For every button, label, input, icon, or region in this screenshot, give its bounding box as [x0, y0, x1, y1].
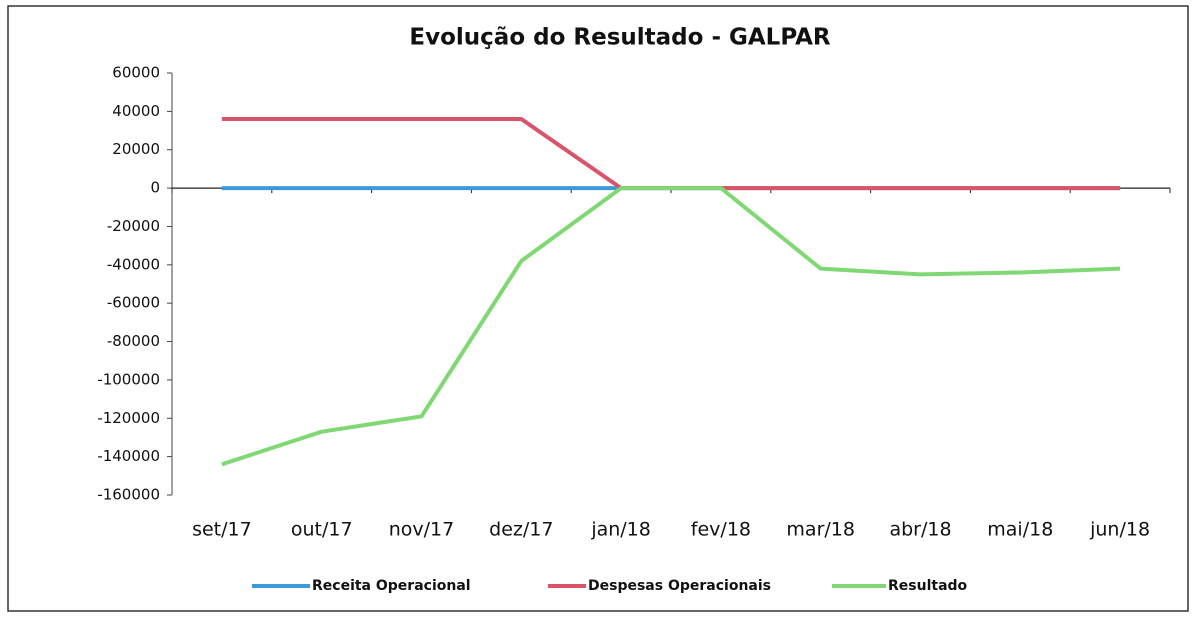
series-line [221, 186, 1121, 467]
x-tick-label: out/17 [291, 519, 353, 541]
y-tick-label: -40000 [107, 255, 160, 273]
x-tick-label: mar/18 [786, 519, 855, 541]
y-tick-label: 60000 [112, 64, 160, 82]
legend-label: Resultado [888, 578, 968, 594]
y-tick-label: -20000 [107, 217, 160, 235]
y-tick-label: 20000 [112, 140, 160, 158]
chart-title: Evolução do Resultado - GALPAR [409, 25, 830, 51]
legend-label: Receita Operacional [312, 578, 471, 594]
y-tick-label: -100000 [97, 370, 160, 388]
y-tick-label: -140000 [97, 447, 160, 465]
legend-label: Despesas Operacionais [588, 578, 771, 594]
x-tick-label: nov/17 [389, 519, 455, 541]
y-tick-label: 0 [150, 179, 160, 197]
x-tick-label: abr/18 [889, 519, 951, 541]
y-tick-label: -80000 [107, 332, 160, 350]
y-tick-label: 40000 [112, 102, 160, 120]
x-tick-label: fev/18 [691, 519, 751, 541]
x-tick-label: dez/17 [489, 519, 553, 541]
x-tick-label: mai/18 [987, 519, 1053, 541]
y-tick-label: -160000 [97, 486, 160, 504]
y-tick-label: -120000 [97, 409, 160, 427]
x-tick-label: set/17 [192, 519, 252, 541]
chart-border [7, 5, 1189, 612]
x-tick-label: jun/18 [1089, 519, 1150, 541]
x-tick-label: jan/18 [590, 519, 651, 541]
y-tick-label: -60000 [107, 294, 160, 312]
